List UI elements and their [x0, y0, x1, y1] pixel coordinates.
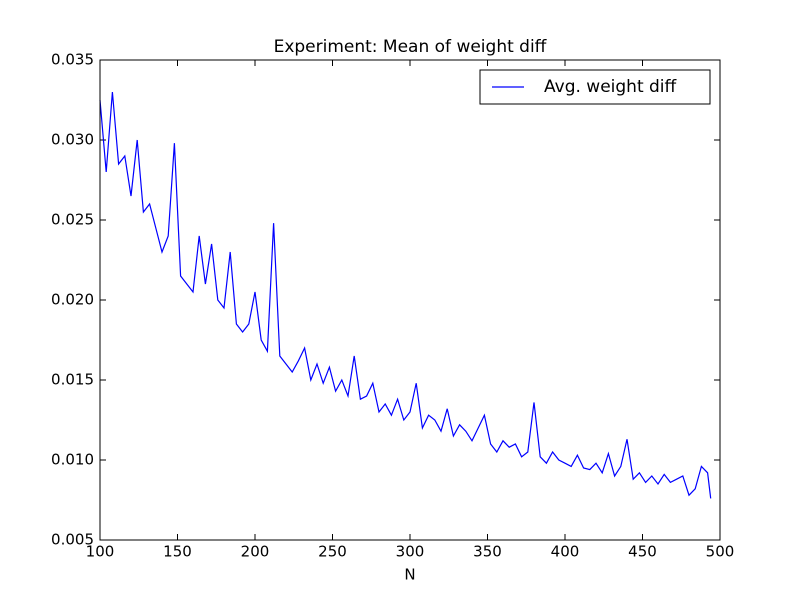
y-tick-label: 0.020 [51, 291, 94, 309]
x-tick-label: 450 [628, 543, 657, 561]
x-tick-label: 350 [473, 543, 502, 561]
x-tick-label: 250 [318, 543, 347, 561]
y-tick-label: 0.005 [51, 531, 94, 549]
y-tick-label: 0.010 [51, 451, 94, 469]
legend-label: Avg. weight diff [544, 77, 678, 97]
data-line [99, 91, 712, 499]
x-tick-label: 200 [241, 543, 270, 561]
x-tick-label: 100 [86, 543, 115, 561]
y-tick-label: 0.035 [51, 51, 94, 69]
y-tick-label: 0.030 [51, 131, 94, 149]
y-tick-label: 0.015 [51, 371, 94, 389]
x-tick-label: 400 [551, 543, 580, 561]
y-tick-label: 0.025 [51, 211, 94, 229]
x-tick-label: 500 [706, 543, 735, 561]
x-tick-label: 300 [396, 543, 425, 561]
plot-frame [99, 59, 721, 541]
chart-title: Experiment: Mean of weight diff [274, 37, 548, 57]
x-axis-label: N [404, 566, 415, 584]
x-tick-label: 150 [163, 543, 192, 561]
